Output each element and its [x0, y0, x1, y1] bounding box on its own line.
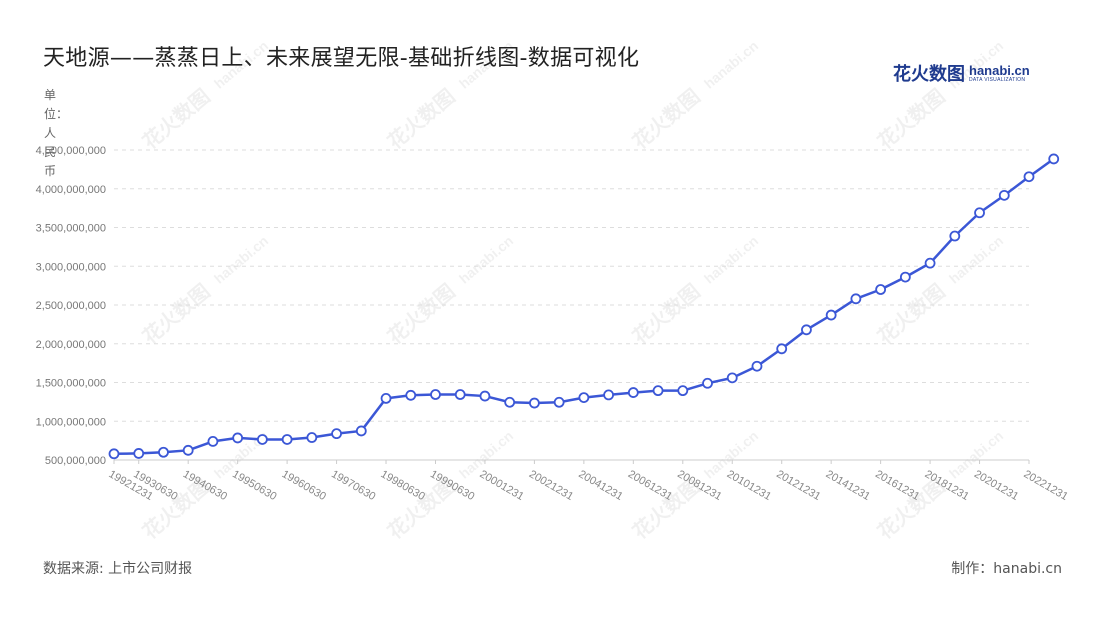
watermark-text-en: hanabi.cn — [701, 232, 761, 286]
data-point — [702, 377, 713, 389]
data-point — [108, 448, 120, 460]
watermark-text-cn: 花火数图 — [873, 84, 950, 154]
data-point — [133, 448, 145, 459]
data-point — [603, 389, 614, 401]
data-point — [207, 435, 219, 447]
data-point — [974, 207, 985, 219]
watermark-text-en: hanabi.cn — [456, 37, 516, 91]
watermark-text-en: hanabi.cn — [701, 37, 761, 91]
y-tick-label: 1,000,000,000 — [36, 416, 106, 428]
data-point — [405, 389, 417, 401]
data-point — [850, 293, 862, 305]
y-tick-label: 1,500,000,000 — [36, 378, 106, 390]
logo-text-en-group: hanabi.cn DATA VISUALIZATION — [969, 64, 1030, 83]
data-point — [1023, 171, 1035, 183]
data-point — [355, 425, 367, 437]
data-point — [232, 432, 244, 444]
data-point — [306, 432, 318, 443]
data-point — [899, 271, 911, 283]
y-tick-label: 4,000,000,000 — [36, 184, 106, 196]
data-point — [726, 372, 738, 384]
x-tick-label: 20001231 — [477, 468, 525, 503]
data-point — [776, 343, 788, 355]
x-tick-label: 20161231 — [873, 468, 921, 503]
data-point — [281, 434, 293, 445]
data-point — [825, 309, 837, 321]
data-point — [677, 385, 689, 397]
y-tick-label: 4,500,000,000 — [36, 145, 106, 157]
watermark-text-en: hanabi.cn — [946, 37, 1006, 91]
x-tick-label: 20121231 — [774, 468, 822, 503]
y-tick-label: 3,500,000,000 — [36, 223, 106, 235]
data-point — [529, 397, 540, 409]
x-tick-label: 19980630 — [379, 468, 427, 503]
data-point — [479, 390, 491, 402]
y-tick-label: 2,000,000,000 — [36, 339, 106, 351]
watermark-text-cn: 花火数图 — [383, 279, 460, 349]
x-tick-label: 19970630 — [329, 468, 377, 503]
y-tick-label: 3,000,000,000 — [36, 261, 106, 273]
data-point — [430, 389, 441, 400]
logo-subtext: DATA VISUALIZATION — [969, 76, 1026, 83]
x-tick-label: 20141231 — [824, 468, 872, 503]
data-point — [578, 392, 590, 404]
x-tick-label: 20201231 — [972, 468, 1020, 503]
data-point — [751, 360, 763, 372]
x-tick-label: 20061231 — [626, 468, 674, 503]
logo-text-cn: 花火数图 — [893, 64, 965, 85]
data-point — [158, 446, 169, 458]
data-point — [380, 392, 392, 404]
data-point — [998, 189, 1010, 201]
watermark-text-cn: 花火数图 — [628, 84, 705, 154]
x-tick-label: 19960630 — [280, 468, 328, 503]
data-point — [504, 396, 516, 408]
x-tick-label: 20021231 — [527, 468, 575, 503]
logo-text-en: hanabi.cn — [969, 62, 1030, 78]
data-point — [182, 444, 194, 456]
data-point — [331, 428, 342, 440]
chart-title: 天地源——蒸蒸日上、未来展望无限-基础折线图-数据可视化 — [43, 46, 640, 71]
data-point — [256, 434, 268, 445]
x-tick-label: 20041231 — [576, 468, 624, 503]
brand-logo: 花火数图 hanabi.cn DATA VISUALIZATION — [893, 60, 1030, 86]
maker-credit: 制作：hanabi.cn — [951, 561, 1062, 577]
data-point — [801, 324, 812, 336]
watermark-text-en: hanabi.cn — [456, 232, 516, 286]
watermark-text-en: hanabi.cn — [211, 232, 271, 286]
y-tick-label: 500,000,000 — [45, 455, 106, 467]
data-point — [553, 396, 565, 408]
watermark-text-en: hanabi.cn — [211, 37, 271, 91]
data-point — [627, 387, 639, 398]
data-source: 数据来源: 上市公司财报 — [43, 561, 193, 577]
watermark-text-cn: 花火数图 — [138, 279, 215, 349]
watermark-text-cn: 花火数图 — [628, 279, 705, 349]
data-point — [924, 257, 936, 269]
data-point — [949, 230, 961, 242]
watermark-text-cn: 花火数图 — [138, 84, 215, 154]
data-point — [875, 284, 887, 295]
x-tick-label: 20221231 — [1022, 468, 1070, 503]
data-point — [454, 389, 466, 400]
data-point — [652, 385, 664, 397]
x-tick-label: 20101231 — [725, 468, 773, 503]
watermark-text-cn: 花火数图 — [383, 84, 460, 154]
data-point — [1048, 153, 1060, 165]
x-tick-label: 19950630 — [230, 468, 278, 503]
y-tick-label: 2,500,000,000 — [36, 300, 106, 312]
